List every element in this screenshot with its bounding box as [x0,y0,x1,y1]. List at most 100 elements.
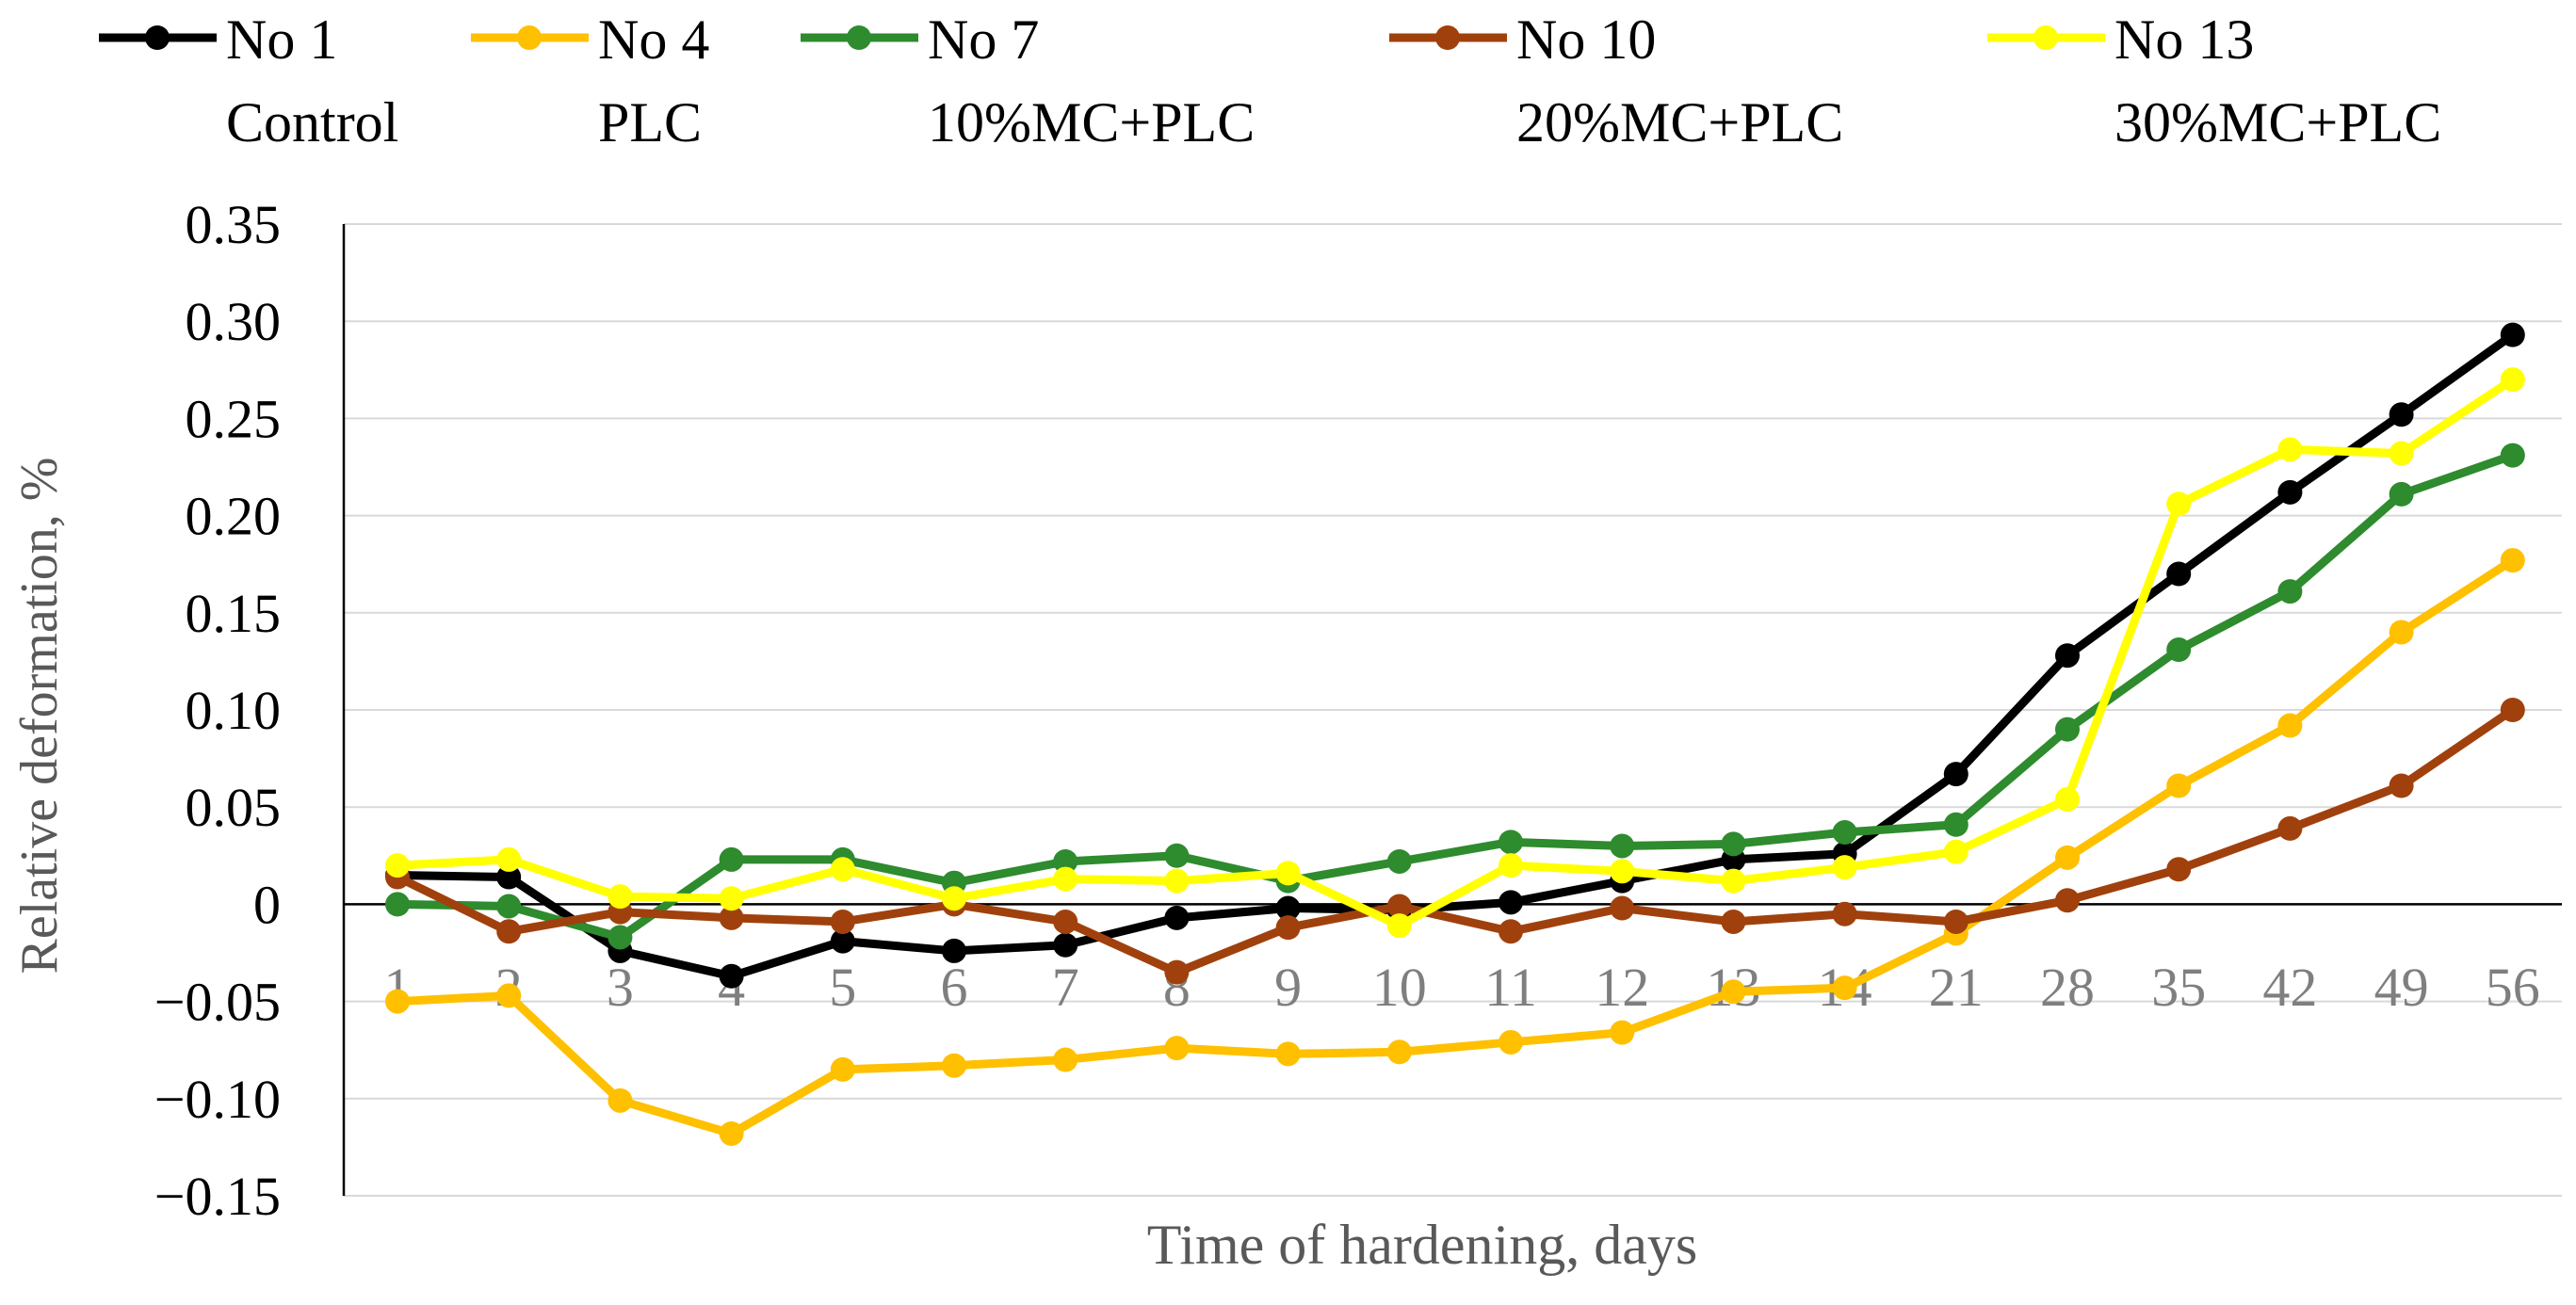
legend-description: 10%MC+PLC [928,91,1255,153]
data-point [385,989,410,1014]
y-tick-label: 0.15 [186,583,282,644]
legend-name: No 1 [226,8,337,71]
data-point [1721,979,1746,1005]
legend-item: No 7 10%MC+PLC [801,8,1255,153]
data-point [830,928,855,954]
legend-item: No 1 Control [99,8,398,153]
data-point [1499,890,1523,915]
data-point [1499,919,1523,944]
data-point [608,884,633,910]
y-tick-label: 0.10 [186,680,282,741]
data-point [2500,548,2525,573]
data-point [719,963,744,989]
legend-swatch-marker [1435,25,1460,50]
data-point [942,1053,966,1078]
x-tick-label: 56 [2486,957,2540,1018]
data-point [2500,443,2525,468]
data-point [719,1120,744,1146]
data-point [2055,786,2080,812]
series-line [397,451,2515,942]
x-tick-label: 21 [1929,957,1984,1018]
axes: Relative deformation, % Time of hardenin… [10,224,2562,1276]
data-point [2500,698,2525,722]
data-point [2500,322,2525,347]
legend-description: 30%MC+PLC [2114,91,2441,153]
data-point [1053,932,1078,958]
data-point [1386,913,1412,939]
data-point [719,886,744,911]
data-point [2166,857,2192,882]
data-point [2277,713,2303,738]
data-point [1275,861,1301,886]
data-point [1164,843,1190,868]
data-point [385,892,410,917]
data-point [2055,643,2080,669]
x-tick-label: 28 [2040,957,2095,1018]
series-no-10 [385,698,2525,985]
data-point [830,1056,855,1082]
data-point [1721,909,1746,934]
data-point [1499,853,1523,878]
data-point [2277,815,2303,841]
y-axis-ticks: 0.35 0.30 0.25 0.20 0.15 0.10 0.05 0 −0.05 −0.10 −… [154,194,281,1227]
data-point [830,857,855,882]
x-tick-label: 6 [941,957,968,1018]
data-point [942,886,966,911]
data-point [1053,866,1078,892]
legend-name: No 13 [2114,8,2254,71]
data-point [2166,491,2192,517]
x-tick-label: 12 [1595,957,1649,1018]
series [385,322,2525,1146]
x-tick-label: 42 [2262,957,2317,1018]
data-point [1610,895,1635,921]
data-point [1943,762,1968,787]
data-point [1386,848,1412,874]
legend-swatch-marker [145,25,170,50]
legend-item: No 10 20%MC+PLC [1389,8,1843,153]
data-point [2166,637,2192,663]
series-line [396,706,2516,977]
series-line [397,556,2516,1138]
y-tick-label: −0.15 [154,1166,281,1227]
data-point [1499,830,1523,855]
series-no-7 [385,443,2525,950]
data-point [1832,975,1857,1001]
data-point [1164,905,1190,930]
data-point [1275,915,1301,941]
data-point [2389,773,2414,798]
y-tick-label: 0.35 [186,194,282,255]
x-tick-label: 5 [829,957,856,1018]
x-tick-label: 11 [1484,957,1537,1018]
x-tick-label: 7 [1052,957,1079,1018]
data-point [1943,839,1968,864]
data-point [1610,1020,1635,1045]
data-point [2166,773,2192,798]
data-point [608,1088,633,1113]
data-point [1721,831,1746,857]
y-tick-label: 0.25 [186,388,282,449]
legend-item: No 13 30%MC+PLC [1987,8,2441,153]
data-point [496,894,522,919]
x-tick-label: 35 [2151,957,2206,1018]
data-point [1053,1047,1078,1072]
series-line [397,330,2516,981]
legend-swatch-marker [2033,25,2058,50]
data-point [2055,845,2080,870]
x-tick-label: 49 [2374,957,2429,1018]
data-point [2055,717,2080,742]
data-point [496,864,522,890]
data-point [2277,579,2303,604]
data-point [1943,909,1968,934]
gridlines [344,223,2562,1197]
data-point [1499,1029,1523,1055]
y-tick-label: 0 [253,874,281,935]
data-point [1053,909,1078,934]
data-point [1386,1039,1412,1065]
y-tick-label: 0.05 [186,777,282,838]
data-point [2500,367,2525,393]
series-no-1 [385,322,2525,989]
y-axis-label: Relative deformation, % [10,458,69,975]
data-point [2166,561,2192,587]
data-point [1164,868,1190,894]
